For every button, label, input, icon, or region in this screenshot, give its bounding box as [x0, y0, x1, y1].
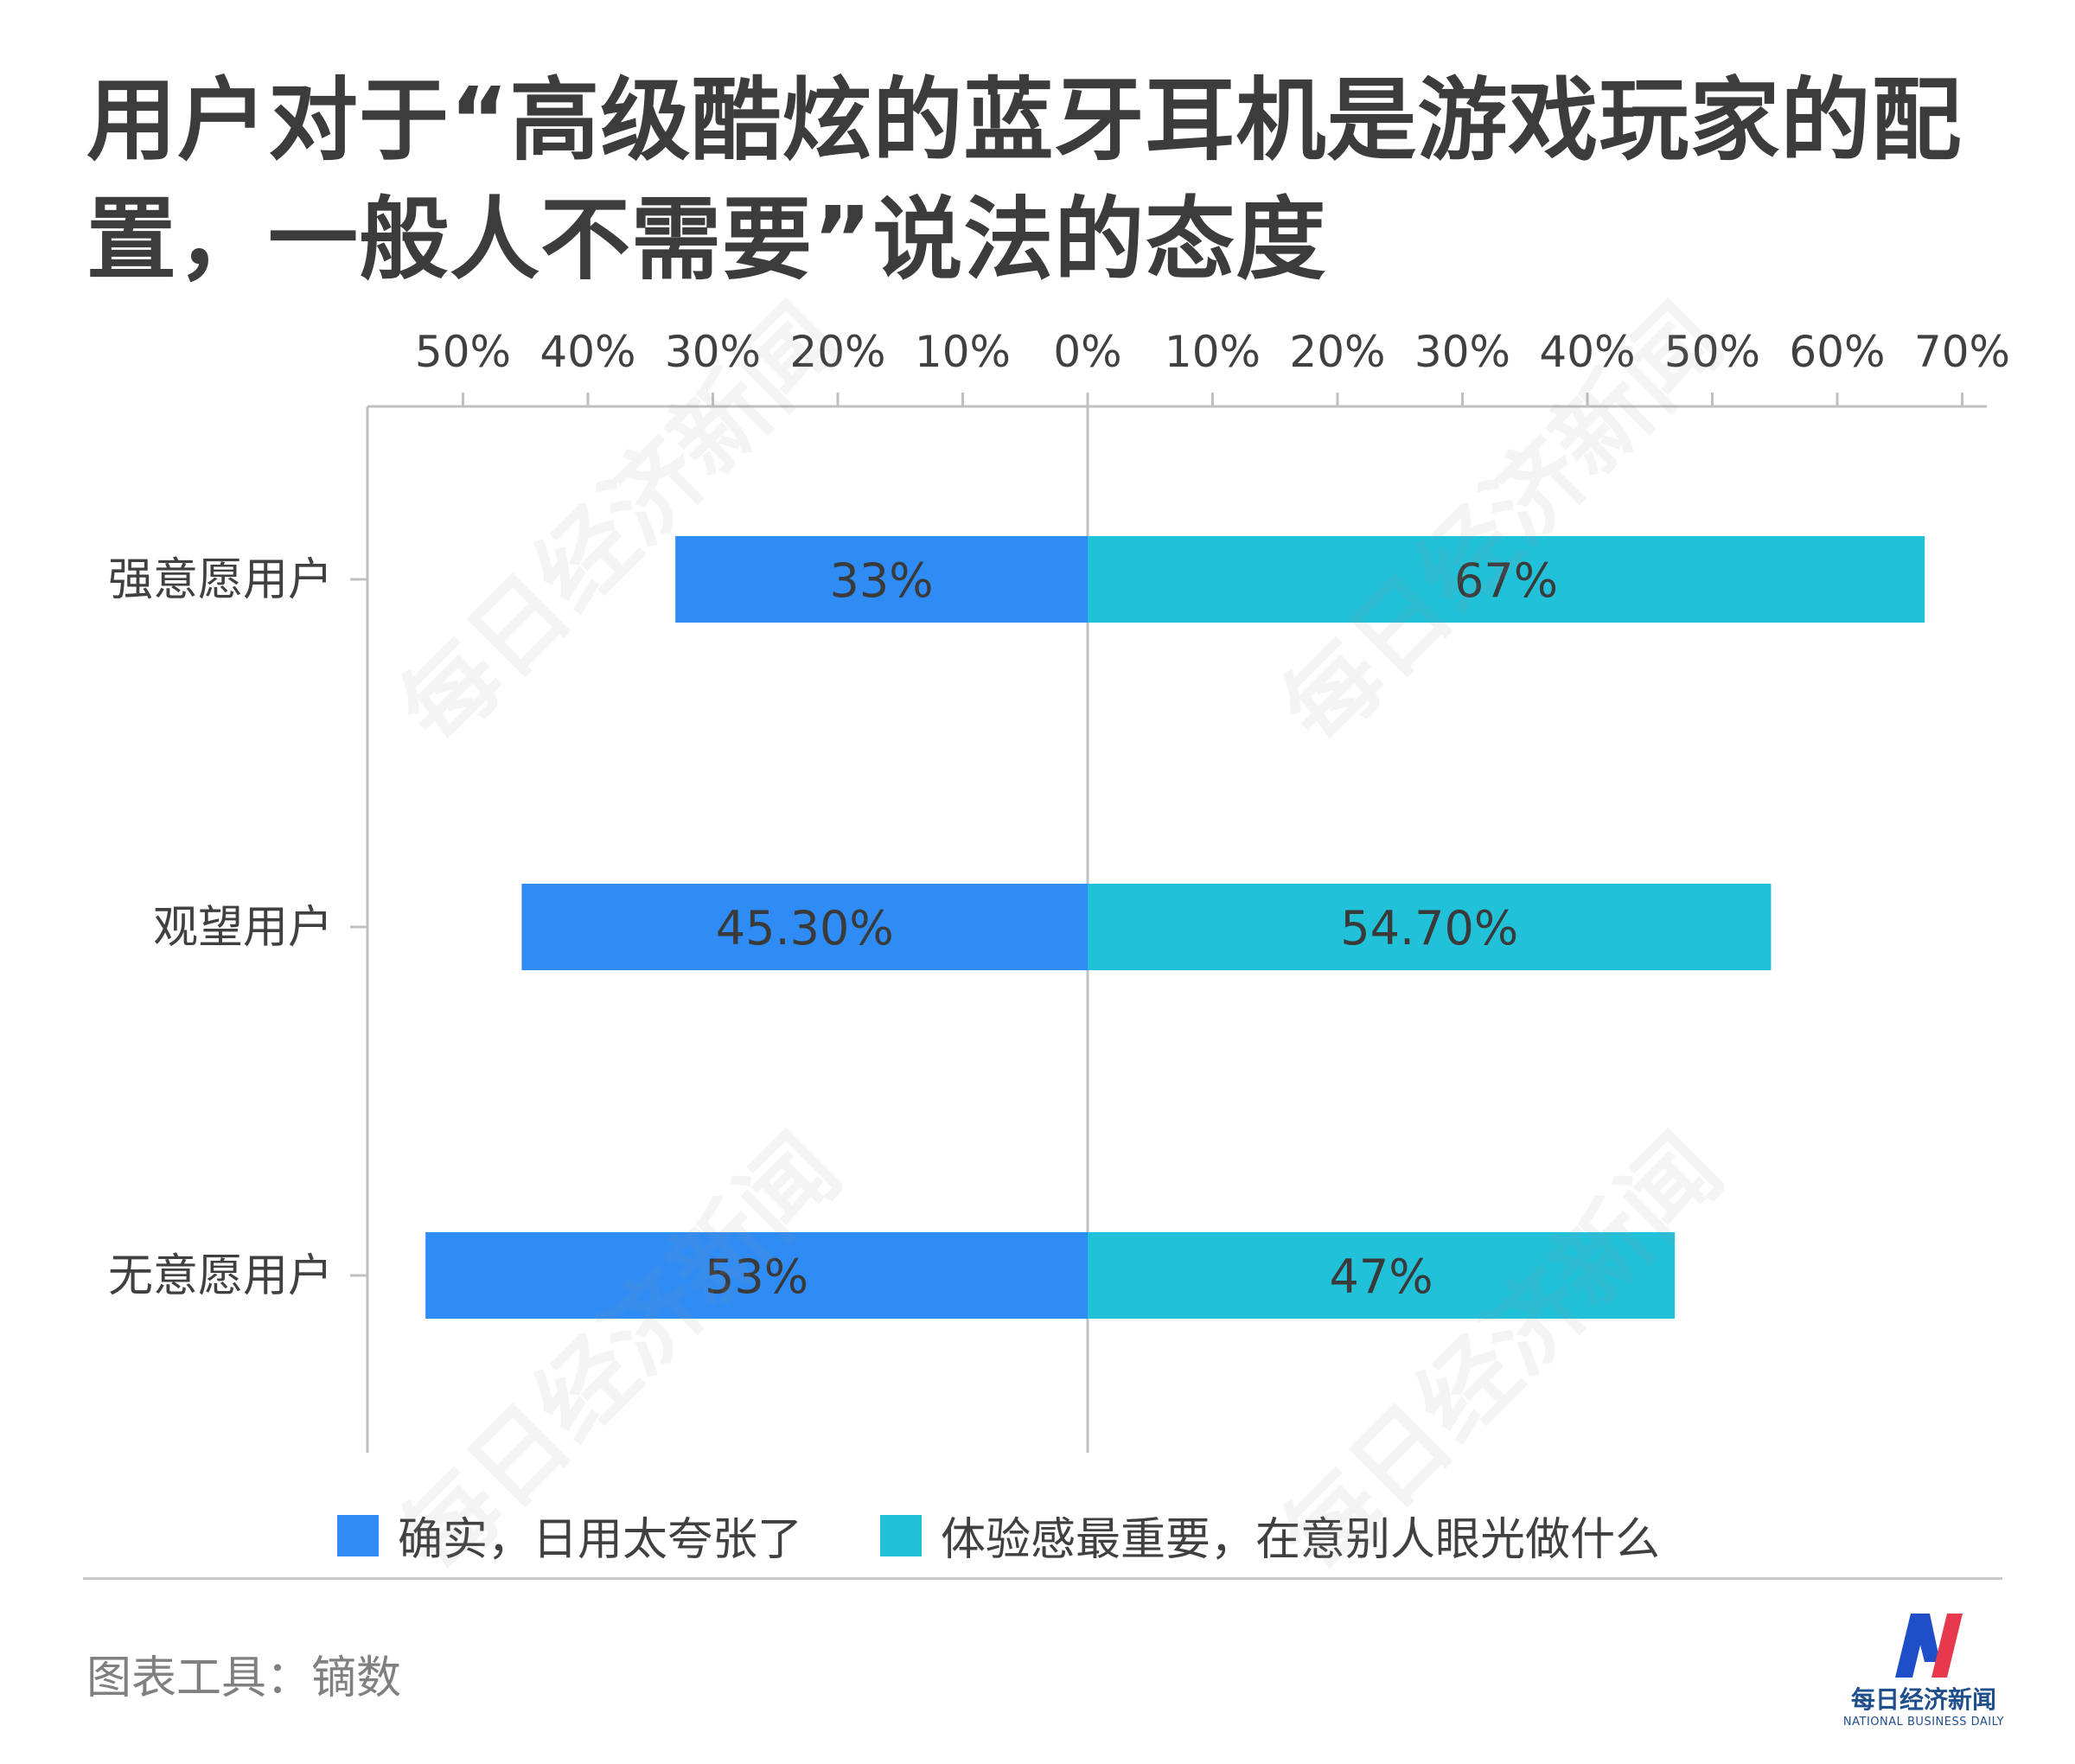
- data-label: 54.70%: [1340, 901, 1518, 956]
- legend-item-right: 体验感最重要，在意别人眼光做什么: [880, 1503, 1660, 1568]
- legend-label-left: 确实，日用太夸张了: [398, 1514, 803, 1566]
- data-label: 53%: [705, 1250, 808, 1304]
- publisher-logo: 每日经济新闻 NATIONAL BUSINESS DAILY: [1833, 1610, 2014, 1740]
- data-label: 47%: [1330, 1250, 1433, 1304]
- x-tick-label: 0%: [1053, 327, 1121, 377]
- x-tick-label: 10%: [1165, 327, 1261, 377]
- chart-area: 50% 40% 30% 20% 10% 0% 10% 20% 30% 40% 50% 60% 70% 强意…: [108, 327, 2010, 1453]
- legend-swatch-left: [337, 1514, 379, 1556]
- category-label: 强意愿用户: [108, 554, 333, 606]
- x-tick-label: 20%: [1289, 327, 1385, 377]
- logo-mark-icon: [1895, 1614, 1963, 1678]
- source-note: 图表工具：镝数: [86, 1652, 402, 1704]
- x-tick-label: 40%: [1539, 327, 1635, 377]
- logo-text-cn: 每日经济新闻: [1850, 1685, 1996, 1714]
- footer-divider: [83, 1577, 2002, 1580]
- legend-swatch-right: [880, 1514, 923, 1556]
- bar-left: [425, 1232, 1088, 1319]
- legend-label-right: 体验感最重要，在意别人眼光做什么: [941, 1514, 1661, 1566]
- bar-left: [675, 536, 1088, 623]
- legend-item-left: 确实，日用太夸张了: [337, 1503, 802, 1568]
- bar-right: [1088, 536, 1925, 623]
- category-label: 观望用户: [153, 902, 333, 954]
- chart-title: 用户对于“高级酷炫的蓝牙耳机是游戏玩家的配置，一般人不需要”说法的态度: [86, 67, 1963, 292]
- x-tick-label: 30%: [1414, 327, 1510, 377]
- x-tick-label: 30%: [665, 327, 761, 377]
- data-label: 67%: [1454, 553, 1558, 608]
- data-label: 45.30%: [716, 901, 894, 956]
- category-label: 无意愿用户: [108, 1250, 333, 1302]
- x-tick-label: 70%: [1914, 327, 2010, 377]
- logo-text-en: NATIONAL BUSINESS DAILY: [1842, 1716, 2005, 1729]
- x-tick-label: 50%: [415, 327, 511, 377]
- bar-right: [1088, 884, 1772, 970]
- x-tick-label: 10%: [915, 327, 1011, 377]
- x-tick-label: 20%: [789, 327, 885, 377]
- data-label: 33%: [830, 553, 934, 608]
- legend: 确实，日用太夸张了 体验感最重要，在意别人眼光做什么: [337, 1503, 1738, 1568]
- x-tick-label: 40%: [540, 327, 635, 377]
- x-tick-label: 50%: [1664, 327, 1760, 377]
- x-tick-label: 60%: [1789, 327, 1885, 377]
- bar-left: [521, 884, 1088, 970]
- bar-right: [1088, 1232, 1676, 1319]
